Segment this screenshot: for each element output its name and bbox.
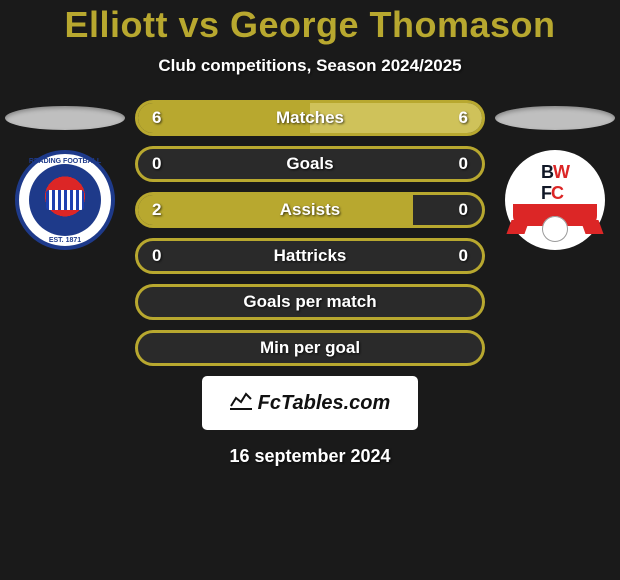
stat-label: Goals bbox=[138, 154, 482, 174]
page-title: Elliott vs George Thomason bbox=[64, 4, 555, 46]
stat-bar: 66Matches bbox=[135, 100, 485, 136]
crest-letter: B bbox=[541, 162, 553, 182]
crest-text-bottom: EST. 1871 bbox=[19, 237, 111, 244]
main-row: READING FOOTBALL CLUB EST. 1871 66Matche… bbox=[0, 100, 620, 366]
stats-column: 66Matches 00Goals 20Assists 00Hattricks Goal… bbox=[135, 100, 485, 366]
right-club-crest: BW FC bbox=[505, 150, 605, 250]
stat-bar: Min per goal bbox=[135, 330, 485, 366]
right-player-col: BW FC bbox=[495, 100, 615, 250]
stat-bar: Goals per match bbox=[135, 284, 485, 320]
watermark-badge: FcTables.com bbox=[202, 376, 418, 430]
infographic-container: Elliott vs George Thomason Club competit… bbox=[0, 0, 620, 467]
watermark-text: FcTables.com bbox=[258, 392, 391, 415]
stat-label: Assists bbox=[138, 200, 482, 220]
left-player-col: READING FOOTBALL CLUB EST. 1871 bbox=[5, 100, 125, 250]
left-club-crest: READING FOOTBALL CLUB EST. 1871 bbox=[15, 150, 115, 250]
stat-bar: 20Assists bbox=[135, 192, 485, 228]
left-player-placeholder bbox=[5, 106, 125, 130]
chart-icon bbox=[230, 392, 252, 415]
stat-label: Min per goal bbox=[138, 338, 482, 358]
stat-label: Matches bbox=[138, 108, 482, 128]
subtitle: Club competitions, Season 2024/2025 bbox=[158, 56, 461, 76]
stat-bar: 00Goals bbox=[135, 146, 485, 182]
right-player-placeholder bbox=[495, 106, 615, 130]
stat-label: Hattricks bbox=[138, 246, 482, 266]
crest-right-letters: BW FC bbox=[541, 162, 569, 204]
crest-inner-icon bbox=[29, 164, 101, 236]
crest-letter: W bbox=[553, 162, 569, 182]
stat-bar: 00Hattricks bbox=[135, 238, 485, 274]
crest-letter: C bbox=[551, 183, 563, 203]
stat-label: Goals per match bbox=[138, 292, 482, 312]
crest-letter: F bbox=[541, 183, 551, 203]
crest-ball-icon bbox=[542, 216, 568, 242]
date-text: 16 september 2024 bbox=[229, 446, 390, 467]
